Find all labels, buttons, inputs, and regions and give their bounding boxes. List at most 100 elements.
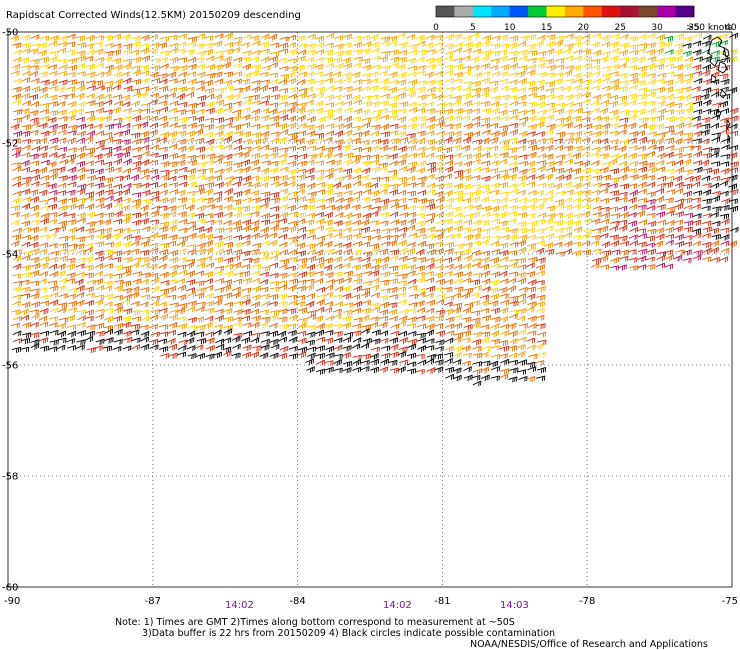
wind-barb — [242, 147, 251, 152]
wind-barb — [140, 169, 148, 175]
wind-barb — [289, 198, 298, 203]
wind-barb — [381, 78, 389, 84]
wind-barb — [693, 233, 701, 238]
wind-barb — [67, 346, 76, 351]
wind-barb — [563, 86, 571, 91]
wind-barb — [638, 72, 646, 78]
wind-barb — [582, 80, 590, 85]
wind-barb — [407, 324, 416, 329]
wind-barb — [270, 62, 278, 67]
wind-barb — [122, 102, 130, 107]
wind-barb — [684, 102, 692, 107]
wind-barb — [233, 317, 241, 322]
wind-barb — [234, 131, 243, 136]
wind-barb — [22, 71, 30, 76]
wind-barb — [96, 131, 104, 136]
wind-barb — [481, 229, 490, 234]
wind-barb — [517, 146, 525, 151]
wind-barb — [179, 237, 188, 242]
wind-barb — [324, 241, 332, 247]
wind-barb — [399, 154, 407, 160]
wind-barb — [305, 359, 313, 365]
wind-barb — [353, 301, 361, 307]
wind-barb — [95, 263, 103, 268]
wind-barb — [12, 64, 20, 70]
wind-barb — [711, 123, 719, 128]
wind-barb — [574, 79, 582, 84]
wind-barb — [582, 211, 590, 217]
wind-barb — [508, 184, 516, 189]
wind-barb — [324, 212, 332, 218]
wind-barb — [261, 57, 269, 63]
wind-barb — [288, 66, 297, 71]
wind-barb — [399, 360, 408, 365]
wind-barb — [509, 123, 518, 128]
wind-barb — [77, 102, 85, 108]
wind-barb — [160, 353, 169, 358]
wind-barb — [149, 49, 158, 55]
wind-barb — [602, 73, 611, 79]
wind-barb — [454, 213, 462, 218]
wind-barb — [269, 109, 277, 115]
wind-barb — [655, 138, 663, 144]
wind-barb — [205, 146, 213, 151]
wind-barb — [31, 314, 39, 320]
wind-barb — [105, 124, 114, 130]
wind-barb — [692, 220, 701, 226]
wind-barb — [195, 227, 203, 233]
wind-barb — [104, 274, 113, 279]
wind-barb — [66, 87, 75, 92]
wind-barb — [260, 85, 268, 91]
wind-barb — [68, 301, 77, 307]
wind-barb — [527, 140, 536, 146]
wind-barb — [453, 34, 462, 40]
wind-barb — [261, 116, 270, 122]
wind-barb — [535, 236, 544, 241]
wind-barb — [646, 63, 654, 69]
wind-barb — [241, 316, 250, 321]
wind-barb — [454, 244, 463, 249]
wind-barb — [389, 309, 397, 315]
wind-barb — [169, 144, 177, 149]
wind-barb — [114, 339, 123, 344]
wind-barb — [657, 109, 665, 115]
wind-barb — [170, 189, 178, 194]
wind-barb — [370, 211, 378, 216]
wind-barb — [380, 338, 388, 343]
wind-barb — [556, 191, 565, 196]
wind-barb — [167, 330, 175, 335]
wind-barb — [454, 162, 462, 167]
wind-barb — [528, 190, 536, 195]
wind-barb — [489, 146, 497, 151]
wind-barb — [40, 218, 48, 224]
wind-barb — [721, 235, 729, 241]
wind-barb — [22, 139, 31, 144]
wind-barb — [683, 64, 691, 70]
wind-barb — [462, 228, 471, 233]
wind-barb — [342, 204, 350, 210]
wind-barb — [445, 249, 453, 255]
wind-barb — [123, 168, 131, 173]
wind-barb — [371, 167, 379, 173]
wind-barb — [473, 286, 481, 291]
wind-barb — [665, 240, 673, 245]
wind-barb — [12, 176, 20, 181]
wind-barb — [490, 213, 499, 218]
wind-barb — [279, 189, 287, 194]
wind-barb — [554, 183, 562, 189]
wind-barb — [269, 240, 277, 246]
wind-barb — [657, 96, 666, 101]
wind-barb — [712, 191, 721, 196]
wind-barb — [279, 302, 288, 307]
wind-barb — [675, 234, 683, 240]
wind-barb — [583, 124, 591, 130]
wind-barb — [453, 220, 461, 226]
wind-barb — [646, 139, 655, 144]
wind-barb — [455, 175, 463, 180]
wind-barb — [528, 93, 536, 98]
wind-barb — [582, 241, 590, 246]
wind-barb — [379, 264, 387, 270]
wind-barb — [381, 272, 389, 278]
wind-barb — [657, 153, 665, 159]
wind-barb — [674, 56, 682, 62]
